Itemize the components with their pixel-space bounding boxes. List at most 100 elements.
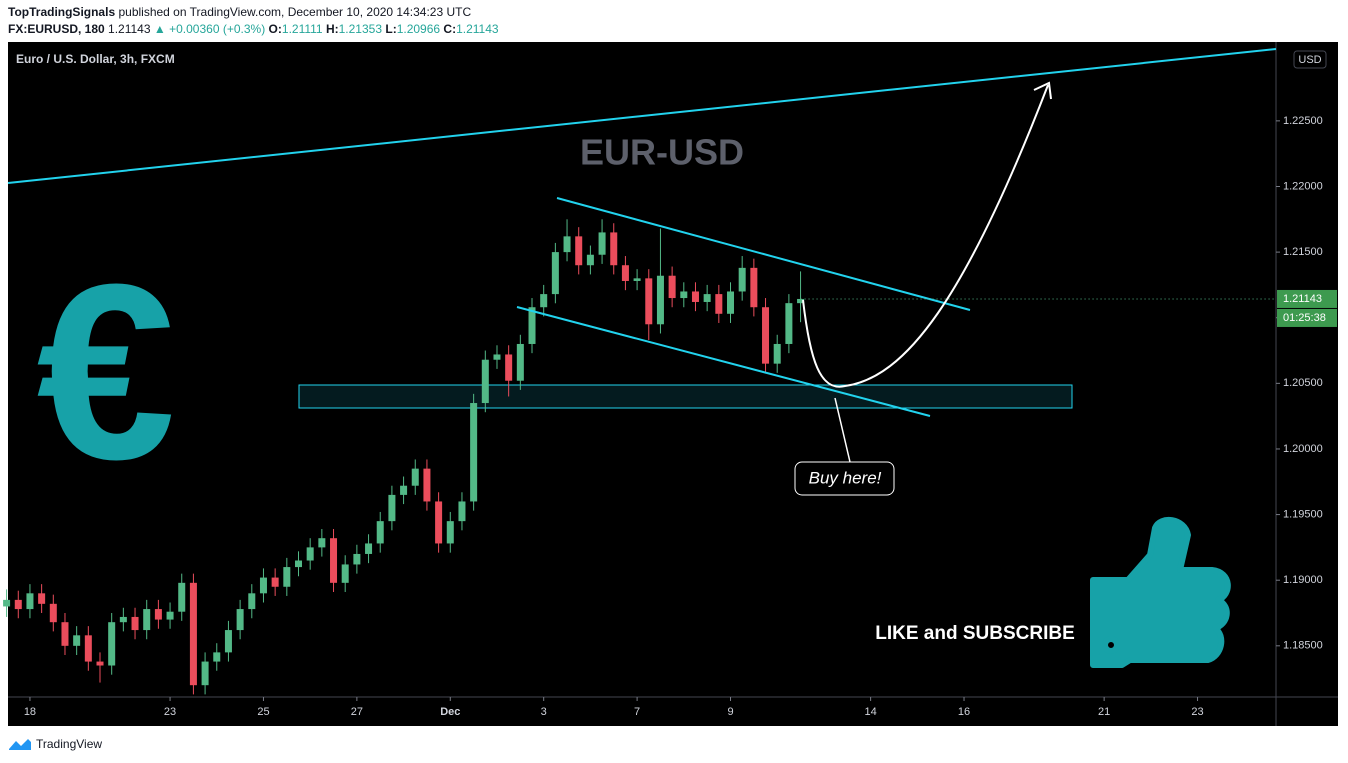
- channel-lower: [516, 306, 931, 417]
- candle-body: [388, 494, 396, 522]
- candle-body: [166, 611, 174, 620]
- candle-body: [435, 501, 443, 544]
- last-price-box: [1277, 289, 1337, 308]
- candle-body: [259, 577, 267, 594]
- candle-body: [551, 252, 559, 295]
- candle-body: [610, 232, 618, 266]
- candle-body: [224, 630, 232, 653]
- x-tick-label: 23: [164, 706, 176, 718]
- countdown: 01:25:38: [1283, 312, 1326, 324]
- projection-arrow: [802, 84, 1049, 388]
- change-abs: +0.00360: [169, 22, 220, 36]
- x-tick-label: 21: [1098, 706, 1110, 718]
- candle-body: [73, 635, 81, 646]
- candle-body: [271, 577, 279, 587]
- x-tick-label: 18: [24, 706, 36, 718]
- candle-body: [143, 609, 151, 631]
- candle-body: [458, 501, 466, 522]
- candle-body: [330, 538, 338, 583]
- arrow-head: [1033, 81, 1052, 100]
- candle-body: [49, 603, 57, 623]
- candle-body: [154, 609, 162, 620]
- candle-body: [446, 521, 454, 544]
- currency-badge: [1293, 50, 1327, 69]
- y-tick-label: 1.19500: [1283, 508, 1323, 520]
- candle-body: [3, 599, 11, 607]
- x-tick-label: 7: [634, 706, 640, 718]
- x-tick-label: Dec: [440, 706, 460, 718]
- candle-body: [213, 652, 221, 662]
- countdown-box: [1277, 308, 1337, 327]
- candle-body: [656, 275, 664, 325]
- candle-body: [84, 635, 92, 662]
- x-tick-label: 23: [1191, 706, 1203, 718]
- published: published on TradingView.com, December 1…: [118, 5, 472, 19]
- chart: Euro / U.S. Dollar, 3h, FXCM USD EUR-USD…: [3, 42, 1338, 726]
- candle-body: [598, 232, 606, 255]
- candle-body: [14, 599, 22, 610]
- candle-body: [189, 582, 197, 686]
- trendline: [7, 48, 1277, 184]
- candle-body: [680, 291, 688, 299]
- y-tick-label: 1.22500: [1283, 115, 1323, 127]
- candle-body: [540, 294, 548, 308]
- candle-body: [493, 354, 501, 360]
- candle-body: [621, 265, 629, 281]
- candle-body: [691, 291, 699, 302]
- l-label: L:: [385, 22, 397, 36]
- candle-body: [96, 661, 104, 666]
- candle-body: [505, 354, 513, 381]
- candle-body: [365, 543, 373, 554]
- candle-body: [306, 547, 314, 561]
- x-tick-label: 25: [257, 706, 269, 718]
- candle-body: [353, 553, 361, 565]
- y-tick-label: 1.18500: [1283, 640, 1323, 652]
- candle-body: [341, 564, 349, 583]
- publish-line: TopTradingSignals published on TradingVi…: [8, 4, 499, 21]
- publisher: TopTradingSignals: [8, 5, 116, 19]
- euro-sign: €: [36, 232, 175, 511]
- candle-body: [516, 343, 524, 381]
- candle-body: [108, 622, 116, 666]
- logo-shape: [9, 739, 31, 750]
- change-pct: (+0.3%): [222, 22, 266, 36]
- candle-body: [201, 661, 209, 686]
- x-tick-label: 9: [727, 706, 733, 718]
- candle-body: [563, 236, 571, 253]
- candle-body: [645, 278, 653, 325]
- y-tick-label: 1.22000: [1283, 180, 1323, 192]
- change: ▲ +0.00360 (+0.3%): [153, 22, 266, 36]
- candle-body: [750, 267, 758, 308]
- candle-body: [703, 294, 711, 302]
- footer: TradingView: [8, 736, 102, 752]
- h-label: H:: [325, 22, 339, 36]
- y-tick-label: 1.19000: [1283, 574, 1323, 586]
- o-value: 1.21111: [281, 22, 323, 36]
- logo: [9, 739, 31, 750]
- candle-body: [26, 593, 34, 610]
- x-tick-label: 27: [351, 706, 363, 718]
- y-tick-label: 1.20500: [1283, 377, 1323, 389]
- candle-body: [470, 403, 478, 502]
- candle-body: [38, 593, 46, 604]
- x-tick-label: 14: [864, 706, 876, 718]
- y-tick-label: 1.20000: [1283, 443, 1323, 455]
- h-value: 1.21353: [338, 22, 383, 36]
- candle-body: [61, 622, 69, 646]
- header: TopTradingSignals published on TradingVi…: [8, 4, 499, 38]
- callout: Buy here!: [809, 468, 882, 487]
- candle-body: [178, 582, 186, 612]
- x-tick-label: 3: [541, 706, 547, 718]
- callout-box: [794, 461, 895, 496]
- candle-body: [376, 521, 384, 544]
- candle-body: [586, 254, 594, 266]
- candle-body: [411, 468, 419, 486]
- last-price-label: 1.21143: [1283, 293, 1322, 305]
- candle-body: [423, 468, 431, 502]
- candle-body: [236, 609, 244, 631]
- cta: LIKE and SUBSCRIBE: [875, 623, 1075, 644]
- candle-body: [727, 291, 735, 314]
- candle-body: [668, 275, 676, 299]
- candles: [3, 219, 805, 695]
